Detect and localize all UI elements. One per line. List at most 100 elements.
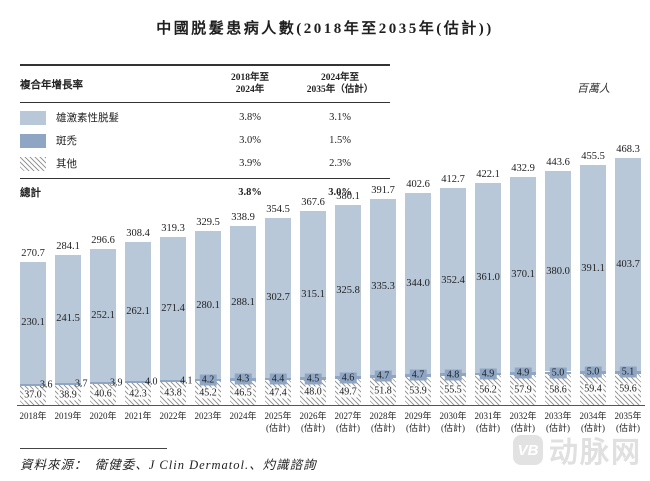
alopecia-areata-value-label: 4.7 [409,369,427,381]
cagr-value-1: 3.8% [239,112,261,123]
segment-alopecia-areata [55,382,81,385]
total-value-label: 443.6 [546,157,570,169]
cagr-total-label: 總計 [20,187,41,199]
bar-2031年: 422.1 361.0 56.2 4.9 [475,169,501,405]
dark-swatch-icon [20,133,46,148]
segment-alopecia-areata [125,380,151,383]
androgenetic-value-label: 252.1 [91,309,115,321]
legend-label: 斑禿 [56,136,77,147]
segment-androgenetic: 230.1 [20,262,46,384]
segment-androgenetic: 241.5 [55,255,81,383]
total-value-label: 391.7 [371,184,395,196]
total-value-label: 338.9 [231,212,255,224]
total-value-label: 468.3 [616,144,640,156]
bar-2020年: 296.6 252.1 40.6 3.9 [90,235,123,405]
segment-androgenetic: 315.1 [300,211,326,378]
x-axis-label-2021年: 2021年 [124,411,152,421]
alopecia-areata-value-label: 3.9 [110,377,123,389]
x-axis-label-2030年: 2030年 (估計) [439,411,467,433]
x-axis-label-2022年: 2022年 [159,411,187,421]
androgenetic-value-label: 302.7 [266,292,290,304]
x-axis-label-2023年: 2023年 [194,411,222,421]
alopecia-areata-value-label: 4.8 [444,369,462,380]
total-value-label: 329.5 [196,217,220,229]
x-axis-label-2032年: 2032年 (估計) [509,411,537,433]
androgenetic-value-label: 352.4 [441,274,465,286]
others-value-label: 46.5 [233,387,253,399]
segment-androgenetic: 271.4 [160,236,186,380]
alopecia-areata-value-label: 4.6 [339,372,357,384]
cagr-value-1: 3.0% [239,135,261,146]
total-value-label: 354.5 [266,204,290,216]
x-axis-label-2027年: 2027年 (估計) [334,411,362,433]
segment-androgenetic: 403.7 [615,158,641,371]
cagr-col2-header: 2024年至 2035年（估計） [306,72,374,95]
segment-androgenetic: 391.1 [580,164,606,372]
total-value-label: 296.6 [91,234,115,246]
androgenetic-value-label: 271.4 [161,302,185,314]
cagr-value-2: 2.3% [329,158,351,169]
androgenetic-value-label: 280.1 [196,299,220,311]
x-axis-label-2019年: 2019年 [54,411,82,421]
androgenetic-value-label: 241.5 [56,313,80,325]
x-axis-label-2024年: 2024年 [229,411,257,421]
x-axis-label-2020年: 2020年 [89,411,117,421]
cagr-col1-header: 2018年至 2024年 [230,72,269,95]
bar-2033年: 443.6 380.0 58.6 5.0 [545,157,571,405]
others-value-label: 55.5 [443,384,463,396]
cagr-total-value-1: 3.8% [238,186,262,198]
total-value-label: 284.1 [56,241,80,253]
alopecia-areata-value-label: 3.7 [75,378,88,389]
androgenetic-value-label: 370.1 [511,268,535,280]
legend-rows: 雄激素性脱髮 3.8% 3.1% 斑禿 3.0% 1.5% 其他 3.9% 2.3% [20,103,390,179]
legend-row-2: 其他 3.9% 2.3% [20,152,390,175]
x-axis-label-2028年: 2028年 (估計) [369,411,397,433]
alopecia-areata-value-label: 4.9 [514,367,532,379]
others-value-label: 37.0 [23,389,43,401]
chart-title: 中國脱髮患病人數(2018年至2035年(估計)) [156,21,494,37]
source-note: 資料來源： 衛健委、J Clin Dermatol.、灼識諮詢 [20,458,317,472]
bar-2023年: 329.5 280.1 45.2 4.2 [195,217,221,405]
alopecia-areata-value-label: 4.2 [199,374,217,386]
alopecia-areata-value-label: 5.1 [619,366,637,378]
bar-2027年: 380.1 325.8 49.7 4.6 [335,191,361,405]
bar-2021年: 308.4 262.1 42.3 4.0 [125,228,158,405]
androgenetic-value-label: 335.3 [371,281,395,293]
total-value-label: 412.7 [441,173,465,185]
bar-2025年: 354.5 302.7 47.4 4.4 [265,204,291,405]
others-value-label: 56.2 [478,384,498,396]
cagr-value-2: 1.5% [329,135,351,146]
others-value-label: 59.6 [618,383,638,395]
segment-androgenetic: 370.1 [510,176,536,372]
alopecia-areata-value-label: 4.9 [479,368,497,380]
alopecia-areata-value-label: 5.0 [584,366,602,378]
legend-row-1: 斑禿 3.0% 1.5% [20,129,390,152]
vb-logo-icon: VB [512,435,543,465]
others-value-label: 45.2 [198,387,218,399]
legend-label: 雄激素性脱髮 [56,113,119,124]
others-value-label: 38.9 [58,389,78,401]
others-value-label: 47.4 [268,387,288,399]
total-value-label: 367.6 [301,197,325,209]
cagr-value-2: 3.1% [329,112,351,123]
segment-alopecia-areata [20,383,46,386]
others-value-label: 43.8 [163,387,183,399]
androgenetic-value-label: 230.1 [21,317,45,329]
segment-androgenetic: 325.8 [335,204,361,377]
total-value-label: 432.9 [511,162,535,174]
y-unit-label: 百萬人 [577,83,610,95]
hatch-swatch-icon [20,156,46,171]
others-value-label: 48.0 [303,386,323,398]
light-swatch-icon [20,110,46,125]
cagr-value-1: 3.9% [239,158,261,169]
others-value-label: 51.8 [373,385,393,397]
x-axis-label-2033年: 2033年 (估計) [544,411,572,433]
cagr-table-header: 複合年增長率 2018年至 2024年 2024年至 2035年（估計） [20,64,390,103]
source-divider [20,448,167,449]
bar-2019年: 284.1 241.5 38.9 3.7 [55,241,88,405]
androgenetic-value-label: 344.0 [406,277,430,289]
x-axis-label-2026年: 2026年 (估計) [299,411,327,433]
segment-androgenetic: 262.1 [125,242,151,381]
